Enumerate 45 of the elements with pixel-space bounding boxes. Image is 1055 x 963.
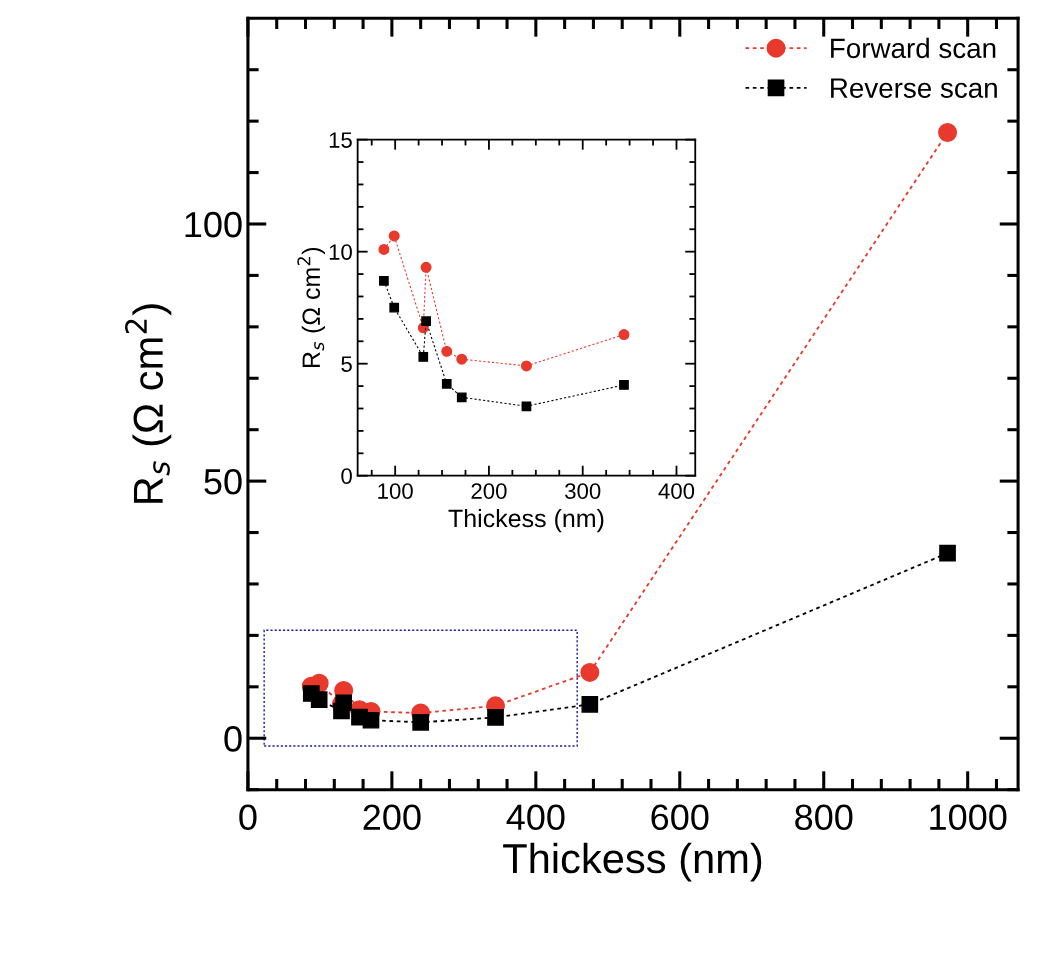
x-tick-label: 400	[506, 804, 565, 831]
point	[310, 691, 328, 709]
point	[581, 695, 599, 713]
point	[619, 380, 629, 390]
point	[378, 243, 390, 255]
x-tick-label: 600	[651, 804, 709, 831]
point	[580, 662, 600, 682]
point	[389, 302, 400, 313]
point	[412, 713, 430, 731]
point	[618, 329, 630, 341]
y-axis-title: R$_{s}$ (Ω cm$^{2}$)	[125, 304, 172, 503]
y-tick-label: 50	[204, 468, 242, 495]
y-tick-label: 15	[329, 132, 352, 148]
y-tick-label: 5	[341, 356, 352, 372]
point	[441, 378, 452, 389]
y-tick-label: 0	[224, 726, 242, 752]
point	[456, 353, 468, 365]
legend-label: Forward scan	[831, 37, 996, 59]
y-tick-label: 0	[341, 468, 352, 484]
point	[379, 275, 389, 286]
x-tick-label: 800	[795, 804, 853, 831]
point	[520, 360, 532, 372]
point	[521, 401, 532, 412]
y-tick-label: 10	[329, 244, 352, 260]
x-tick-label: 100	[378, 483, 413, 499]
point	[456, 392, 467, 403]
point	[388, 230, 400, 242]
x-tick-label: 1000	[930, 804, 1007, 831]
point	[418, 352, 429, 362]
x-axis-title: Thickess (nm)	[503, 842, 762, 882]
point	[420, 261, 432, 273]
point	[421, 316, 431, 326]
x-tick-label: 400	[658, 483, 695, 499]
point	[487, 709, 504, 726]
x-tick-label: 300	[565, 483, 601, 499]
point	[441, 345, 453, 357]
point	[938, 122, 958, 142]
x-tick-label: 200	[471, 483, 507, 499]
y-axis-title: R$_{s}$ (Ω cm$^{2}$)	[297, 247, 326, 367]
point	[362, 711, 380, 729]
x-tick-label: 200	[363, 804, 421, 831]
legend-label: Reverse scan	[831, 78, 997, 98]
point	[939, 544, 956, 562]
y-tick-label: 100	[185, 211, 242, 238]
x-axis-title: Thickess (nm)	[448, 508, 604, 533]
